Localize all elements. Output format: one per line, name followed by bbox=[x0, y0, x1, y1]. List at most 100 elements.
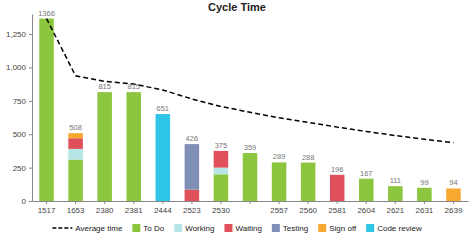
bar-segment bbox=[243, 153, 258, 154]
bar-segment bbox=[417, 187, 432, 188]
bar-segment bbox=[301, 162, 316, 163]
x-tick-label: 2523 bbox=[183, 206, 201, 215]
x-tick-mark bbox=[220, 201, 221, 204]
bar-segment bbox=[330, 175, 345, 201]
bar-segment bbox=[97, 92, 112, 93]
bar-segment bbox=[68, 133, 83, 138]
bar-segment bbox=[214, 150, 229, 151]
bar-segment bbox=[301, 162, 316, 163]
data-label: 815 bbox=[127, 82, 140, 91]
bar-segment bbox=[388, 186, 403, 201]
x-tick-mark bbox=[395, 201, 396, 204]
bar-segment bbox=[243, 153, 258, 154]
bar-series bbox=[68, 133, 460, 201]
data-label: 1366 bbox=[38, 9, 55, 18]
x-tick-mark bbox=[250, 201, 251, 204]
legend-item: Waiting bbox=[224, 224, 261, 233]
bar-segment bbox=[272, 162, 287, 163]
x-tick: 2530 bbox=[212, 201, 230, 215]
x-tick-label: 2604 bbox=[357, 206, 375, 215]
y-axis-line bbox=[32, 15, 33, 202]
bar-segment bbox=[156, 114, 171, 201]
bar-segment bbox=[417, 187, 432, 188]
bar-segment bbox=[272, 162, 287, 163]
x-tick: 2557 bbox=[270, 201, 288, 215]
x-tick-mark bbox=[46, 201, 47, 204]
bar-segment bbox=[359, 179, 374, 201]
x-tick: 2604 bbox=[357, 201, 375, 215]
bar-segment bbox=[359, 178, 374, 179]
x-tick-mark bbox=[279, 201, 280, 204]
bar-segment bbox=[68, 149, 83, 160]
bar-segment bbox=[301, 162, 316, 163]
x-tick-label: 2560 bbox=[299, 206, 317, 215]
bar-segment bbox=[446, 188, 461, 201]
legend-swatch bbox=[52, 227, 72, 229]
data-label: 815 bbox=[98, 82, 111, 91]
legend-item: Testing bbox=[272, 224, 308, 233]
bar-segment bbox=[126, 92, 141, 93]
x-tick-label: 1653 bbox=[67, 206, 85, 215]
bar-segment bbox=[330, 174, 345, 175]
y-tick-mark bbox=[29, 168, 32, 169]
x-tick-mark bbox=[75, 201, 76, 204]
x-tick: 2444 bbox=[154, 201, 172, 215]
x-tick-mark bbox=[133, 201, 134, 204]
x-tick-label: 2380 bbox=[96, 206, 114, 215]
x-tick: 2581 bbox=[328, 201, 346, 215]
bar-segment bbox=[214, 151, 229, 168]
y-tick-label: 750 bbox=[13, 97, 27, 106]
legend-label: Waiting bbox=[235, 224, 261, 233]
bar-segment bbox=[301, 163, 316, 201]
bar-segment bbox=[185, 144, 200, 145]
y-tick-label: 1,000 bbox=[6, 63, 27, 72]
bar-series bbox=[68, 138, 344, 201]
bar-segment bbox=[272, 162, 287, 163]
bar-segment bbox=[185, 144, 200, 190]
bar-segment bbox=[359, 178, 374, 179]
y-tick: 250 bbox=[13, 164, 32, 173]
bar-segment bbox=[97, 92, 112, 93]
legend-item: Sign off bbox=[318, 224, 357, 233]
data-label: 99 bbox=[420, 178, 428, 187]
bar-series bbox=[156, 114, 171, 201]
y-tick: 1,250 bbox=[6, 30, 32, 39]
bar-segment bbox=[68, 160, 83, 201]
y-tick-label: 500 bbox=[13, 130, 27, 139]
bar-segment bbox=[126, 92, 141, 93]
chart: Cycle Time02505007501,0001,2501517165323… bbox=[0, 0, 474, 236]
bar-segment bbox=[388, 186, 403, 187]
y-tick-mark bbox=[29, 134, 32, 135]
data-label: 508 bbox=[69, 123, 82, 132]
bar-segment bbox=[126, 92, 141, 93]
plot-area bbox=[39, 19, 460, 201]
x-tick: 2381 bbox=[125, 201, 143, 215]
x-tick-label: 2381 bbox=[125, 206, 143, 215]
data-labels: 1366508815815651426375359289288196167111… bbox=[38, 9, 457, 188]
bar-segment bbox=[97, 92, 112, 93]
x-tick-mark bbox=[308, 201, 309, 204]
y-tick-label: 1,250 bbox=[6, 30, 27, 39]
bar-segment bbox=[359, 178, 374, 179]
bar-segment bbox=[243, 153, 258, 154]
data-label: 426 bbox=[186, 134, 199, 143]
legend-label: Testing bbox=[283, 224, 308, 233]
legend-item: Average time bbox=[52, 224, 123, 233]
bar-segment bbox=[97, 92, 112, 93]
average-line bbox=[47, 19, 454, 143]
legend-swatch bbox=[318, 224, 326, 232]
bar-segment bbox=[417, 187, 432, 188]
data-label: 196 bbox=[331, 165, 344, 174]
bar-segment bbox=[272, 162, 287, 163]
bar-segment bbox=[243, 153, 258, 201]
bar-segment bbox=[126, 92, 141, 201]
x-axis: 1517165323802381244425232530255725602581… bbox=[33, 201, 469, 215]
data-label: 288 bbox=[302, 153, 315, 162]
y-tick: 500 bbox=[13, 130, 32, 139]
x-tick-mark bbox=[104, 201, 105, 204]
x-tick-mark bbox=[366, 201, 367, 204]
bar-segment bbox=[97, 92, 112, 93]
data-label: 651 bbox=[157, 104, 170, 113]
x-tick: 2639 bbox=[445, 201, 463, 215]
bar-segment bbox=[359, 178, 374, 179]
